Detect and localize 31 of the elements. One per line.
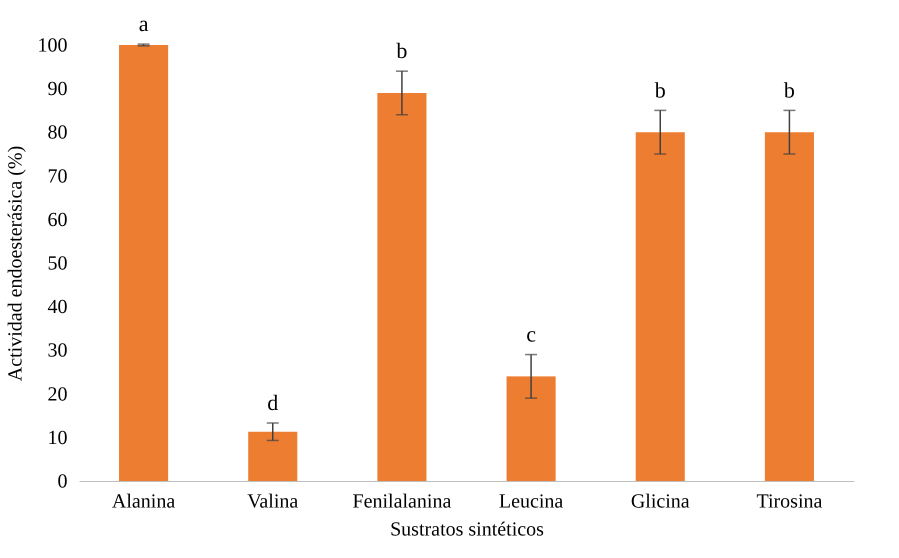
y-tick-label: 20 (48, 383, 68, 406)
y-tick-label: 70 (48, 165, 68, 188)
bar (377, 92, 426, 481)
x-tick-label: Glicina (630, 490, 690, 512)
x-tick-label: Fenilalanina (352, 490, 452, 512)
annotation: a (138, 11, 149, 36)
annotation: b (654, 77, 666, 102)
y-tick-label: 80 (48, 122, 68, 144)
bar (248, 432, 298, 481)
y-tick-label: 30 (48, 340, 68, 362)
y-tick-label: 0 (58, 470, 68, 492)
y-tick-label: 60 (48, 208, 68, 231)
x-axis-title: Sustratos sintéticos (390, 518, 544, 540)
annotation: d (267, 390, 278, 416)
y-tick-label: 100 (38, 34, 68, 56)
x-tick-label: Alanina (112, 490, 176, 512)
y-axis-title: Actividad endoesterásica (%) (4, 146, 26, 382)
x-tick-label: Leucina (498, 490, 564, 512)
y-tick-label: 10 (48, 426, 68, 449)
bar (119, 45, 168, 481)
annotation: c (526, 322, 536, 347)
x-tick-label: Tirosina (756, 490, 823, 512)
x-tick-label: Valina (247, 490, 298, 512)
y-tick-label: 50 (48, 252, 68, 274)
annotation: b (396, 38, 408, 64)
y-tick-label: 40 (48, 296, 68, 318)
bar (764, 132, 814, 481)
bar (506, 376, 556, 481)
y-tick-label: 90 (48, 78, 68, 100)
annotation: b (784, 77, 795, 102)
bar (636, 132, 685, 481)
